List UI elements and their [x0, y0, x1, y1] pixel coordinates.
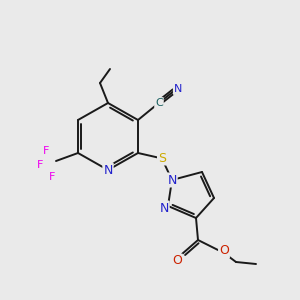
Text: N: N	[159, 202, 169, 214]
Text: O: O	[172, 254, 182, 268]
Text: C: C	[155, 98, 163, 108]
Text: F: F	[37, 160, 43, 170]
Text: N: N	[174, 84, 182, 94]
Text: F: F	[43, 146, 49, 156]
Text: N: N	[103, 164, 113, 176]
Text: S: S	[158, 152, 166, 164]
Text: N: N	[167, 173, 177, 187]
Text: F: F	[49, 172, 55, 182]
Text: O: O	[219, 244, 229, 257]
